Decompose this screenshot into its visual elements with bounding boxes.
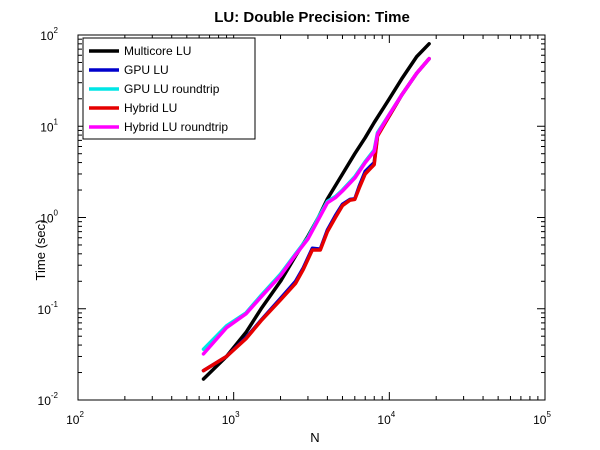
x-axis-label: N: [310, 430, 319, 445]
x-tick-label: 104: [377, 410, 395, 427]
y-tick-label: 10-2: [38, 391, 59, 408]
chart-title: LU: Double Precision: Time: [214, 9, 410, 26]
axis-ticks: [77, 34, 546, 401]
legend: Multicore LU GPU LU GPU LU roundtrip Hybrid…: [82, 37, 256, 140]
y-tick-label: 102: [40, 26, 58, 43]
series-line-hybrid-lu-roundtrip: [201, 56, 431, 356]
legend-label: Hybrid LU roundtrip: [124, 120, 228, 134]
legend-label: GPU LU: [124, 63, 169, 77]
legend-label: Hybrid LU: [124, 101, 177, 115]
tick-labels: 102 103 104 105 10-2 10-1 100 101 102: [38, 26, 552, 427]
y-axis-label: Time (sec): [33, 220, 48, 281]
y-tick-label: 100: [40, 209, 58, 226]
series-lines: [201, 42, 431, 381]
series-line-multicore-lu: [201, 42, 431, 381]
x-tick-label: 105: [533, 410, 551, 427]
y-tick-label: 101: [40, 117, 58, 134]
legend-label: Multicore LU: [124, 44, 191, 58]
y-tick-label: 10-1: [38, 300, 59, 317]
x-tick-label: 102: [66, 410, 84, 427]
legend-label: GPU LU roundtrip: [124, 82, 220, 96]
x-tick-label: 103: [222, 410, 240, 427]
